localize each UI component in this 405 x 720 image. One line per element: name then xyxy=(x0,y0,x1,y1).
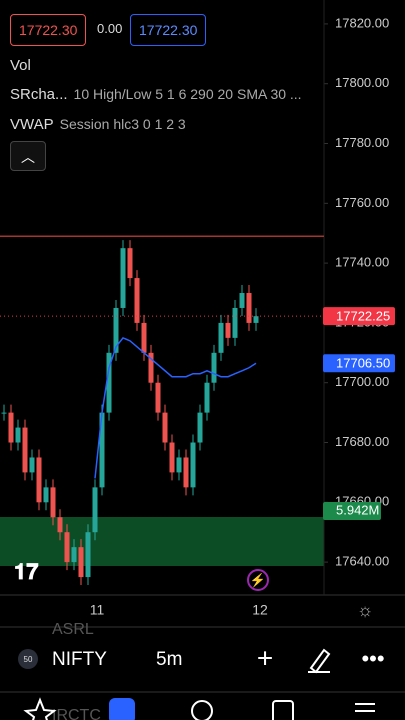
candle-body xyxy=(162,412,168,443)
badge-text: 50 xyxy=(24,655,33,664)
candle-body xyxy=(197,412,203,443)
candle-body xyxy=(36,457,42,503)
candle-body xyxy=(43,487,49,503)
chart-tab[interactable] xyxy=(109,698,135,720)
y-tick-label: 17640.00 xyxy=(335,554,389,569)
candle-body xyxy=(211,352,217,383)
collapse-button[interactable]: ︿ xyxy=(10,141,46,171)
candle-body xyxy=(155,382,161,413)
y-tick-label: 17740.00 xyxy=(335,255,389,270)
vwap-line xyxy=(94,336,257,479)
candle-body xyxy=(106,352,112,413)
explore-tab[interactable] xyxy=(191,700,213,720)
candle-body xyxy=(218,322,224,353)
candle-body xyxy=(71,547,77,563)
candle-body xyxy=(8,412,14,443)
candle-body xyxy=(78,547,84,578)
next-symbol: IRCTC xyxy=(52,707,101,720)
settings-icon[interactable]: ☼ xyxy=(357,600,374,620)
sr-name: SRcha... xyxy=(10,86,68,103)
event-icon: ⚡ xyxy=(250,572,266,588)
badge xyxy=(18,649,38,669)
candle-body xyxy=(253,316,259,323)
candle-body xyxy=(183,457,189,488)
price-box: 17722.30 xyxy=(130,14,207,46)
x-tick-label: 12 xyxy=(252,602,268,618)
add-button[interactable]: + xyxy=(257,642,273,673)
watchlist-tab[interactable] xyxy=(23,697,57,720)
candle-body xyxy=(190,442,196,488)
x-tick-label: 11 xyxy=(90,602,105,618)
volume-zone xyxy=(0,517,324,566)
candle-body xyxy=(99,412,105,488)
news-tab[interactable] xyxy=(272,700,294,720)
candle-body xyxy=(22,427,28,473)
candle-body xyxy=(85,532,91,578)
event-icon[interactable] xyxy=(247,569,269,591)
price-tag xyxy=(323,354,395,373)
candle-body xyxy=(64,532,70,563)
price-tag-label: 17706.50 xyxy=(336,356,390,371)
sr-legend: SRcha... 10 High/Low 5 1 6 290 20 SMA 30 … xyxy=(10,86,302,103)
y-tick-label: 17820.00 xyxy=(335,15,389,30)
prev-symbol: ASRL xyxy=(52,621,94,638)
candle-body xyxy=(113,307,119,353)
more-button[interactable]: ••• xyxy=(361,646,384,671)
candle-body xyxy=(1,412,7,414)
candle-body xyxy=(232,307,238,338)
candle-body xyxy=(29,457,35,473)
candle-body xyxy=(15,427,21,443)
y-tick-label: 17780.00 xyxy=(335,135,389,150)
sr-params: 10 High/Low 5 1 6 290 20 SMA 30 ... xyxy=(73,86,302,102)
interval[interactable]: 5m xyxy=(156,649,182,670)
volume-label: 5.942M xyxy=(336,502,379,517)
price-tag xyxy=(323,307,395,326)
y-tick-label: 17800.00 xyxy=(335,75,389,90)
candle-body xyxy=(225,322,231,338)
y-tick-label: 17680.00 xyxy=(335,434,389,449)
candle-body xyxy=(239,293,245,308)
y-tick-label: 17700.00 xyxy=(335,374,389,389)
logo: 𝟏𝟕 xyxy=(14,559,39,584)
candle-body xyxy=(120,248,126,308)
vwap-legend: VWAP Session hlc3 0 1 2 3 xyxy=(10,116,186,133)
price-box: 17722.30 xyxy=(10,14,87,46)
candle-body xyxy=(50,487,56,518)
symbol[interactable]: NIFTY xyxy=(52,649,107,670)
candle-body xyxy=(57,517,63,533)
candle-body xyxy=(169,442,175,473)
candle-body xyxy=(134,278,140,323)
candle-body xyxy=(148,352,154,383)
candle-body xyxy=(204,382,210,413)
menu-tab[interactable] xyxy=(355,703,375,712)
price-tag-label: 17722.25 xyxy=(336,309,390,324)
candle-body xyxy=(127,248,133,279)
vwap-name: VWAP xyxy=(10,116,54,133)
candle-body xyxy=(141,322,147,353)
volume-tag xyxy=(323,502,381,520)
draw-button[interactable] xyxy=(308,648,331,674)
change: 0.00 xyxy=(97,21,123,36)
candle-body xyxy=(246,293,252,323)
candle-body xyxy=(176,457,182,473)
vol-legend: Vol xyxy=(10,57,31,74)
y-tick-label: 17760.00 xyxy=(335,195,389,210)
vwap-params: Session hlc3 0 1 2 3 xyxy=(59,116,186,132)
candle-body xyxy=(92,487,98,533)
